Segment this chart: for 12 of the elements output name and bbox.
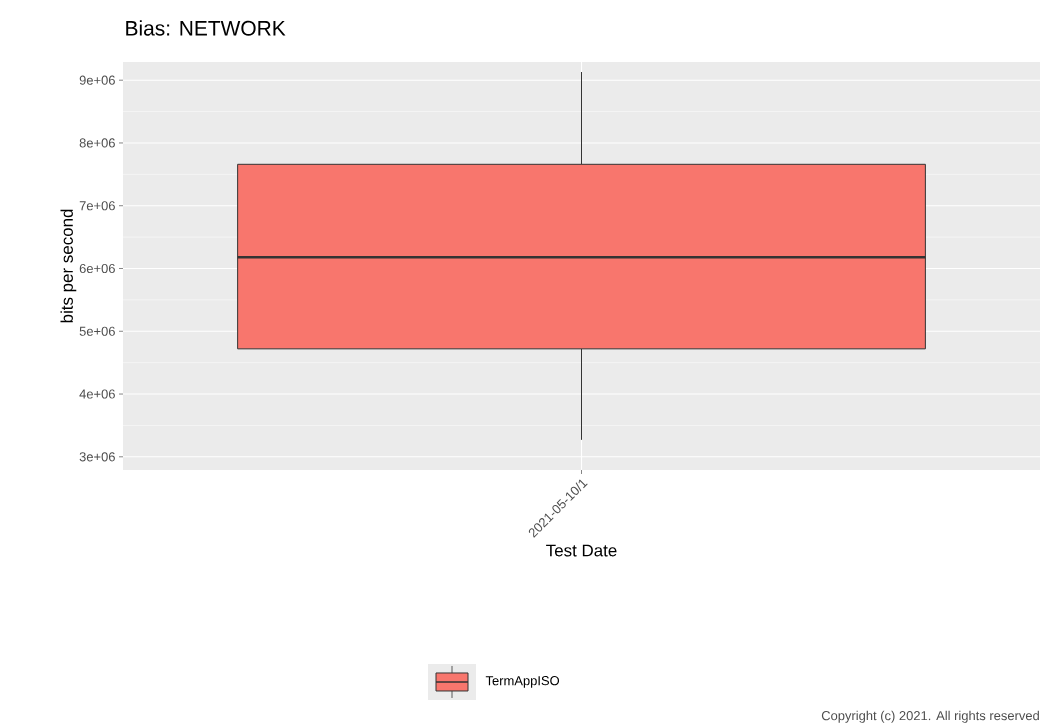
legend-label: TermAppISO <box>485 676 560 688</box>
y-tick-label: 7e+06 <box>79 201 115 211</box>
y-tick-label: 8e+06 <box>79 138 115 148</box>
y-tick-label: 9e+06 <box>79 75 115 85</box>
y-axis-title: bits per second <box>60 209 77 323</box>
y-tick-label: 5e+06 <box>79 326 115 336</box>
y-tick-label: 6e+06 <box>79 263 115 274</box>
y-tick-label: 4e+06 <box>79 389 115 399</box>
text: Copyright (c) 2021. All rights reserved <box>821 710 1039 723</box>
x-axis-title: Test Date <box>546 544 617 557</box>
chart-title: Bias: NETWORK <box>126 20 286 36</box>
y-tick-label: 3e+06 <box>79 452 115 462</box>
